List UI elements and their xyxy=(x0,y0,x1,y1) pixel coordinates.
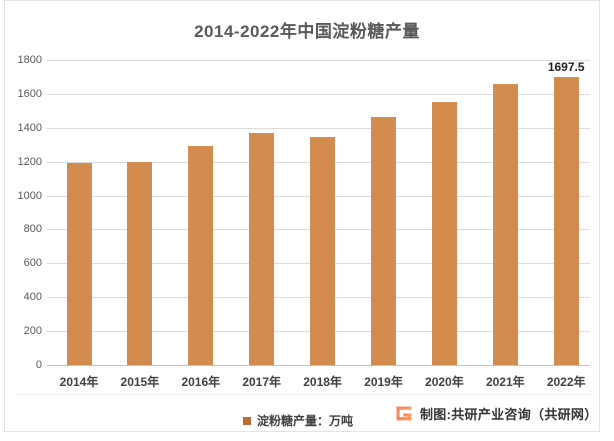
x-axis-line xyxy=(47,365,590,366)
plot-area xyxy=(47,60,590,366)
gridline xyxy=(47,60,590,61)
x-tick-label: 2022年 xyxy=(546,375,586,389)
bar-2014年 xyxy=(66,162,92,365)
x-tick-label: 2017年 xyxy=(242,375,282,389)
legend-square-icon xyxy=(243,416,251,425)
gridline xyxy=(47,93,590,95)
y-tick-label: 800 xyxy=(23,223,42,236)
legend: 淀粉糖产量：万吨 xyxy=(243,412,353,429)
y-tick-label: 1000 xyxy=(17,189,42,202)
credit: 制图:共研产业咨询（共研网） xyxy=(396,404,598,423)
x-tick-label: 2021年 xyxy=(485,375,525,389)
data-label-2022年: 1697.5 xyxy=(547,60,585,75)
legend-label: 淀粉糖产量：万吨 xyxy=(257,414,354,428)
x-tick-label: 2019年 xyxy=(364,375,403,389)
y-tick-label: 0 xyxy=(35,359,42,371)
x-tick-label: 2016年 xyxy=(181,375,221,389)
y-tick-label: 1200 xyxy=(17,155,42,168)
x-tick-label: 2014年 xyxy=(59,375,99,389)
gongyan-g-logo-icon xyxy=(396,406,412,421)
y-tick-label: 1800 xyxy=(17,54,42,66)
footer-separator xyxy=(15,394,592,395)
y-tick-label: 200 xyxy=(23,325,42,338)
bar-2022年 xyxy=(553,77,579,365)
gridline xyxy=(47,127,590,129)
bar-2018年 xyxy=(310,137,336,365)
y-tick-label: 600 xyxy=(23,257,42,270)
y-tick-label: 400 xyxy=(23,291,42,304)
y-tick-label: 1400 xyxy=(17,121,42,134)
chart-title: 2014-2022年中国淀粉糖产量 xyxy=(194,22,420,41)
bar-2021年 xyxy=(492,83,518,365)
y-tick-label: 1600 xyxy=(17,87,42,100)
bar-2016年 xyxy=(188,145,214,365)
bar-2020年 xyxy=(431,102,457,365)
x-tick-label: 2020年 xyxy=(425,375,464,389)
x-tick-label: 2015年 xyxy=(120,375,160,389)
bar-2019年 xyxy=(371,116,396,365)
bar-2017年 xyxy=(249,132,275,365)
x-tick-label: 2018年 xyxy=(303,375,342,389)
credit-text: 制图:共研产业咨询（共研网） xyxy=(420,407,598,422)
bar-2015年 xyxy=(127,162,153,365)
